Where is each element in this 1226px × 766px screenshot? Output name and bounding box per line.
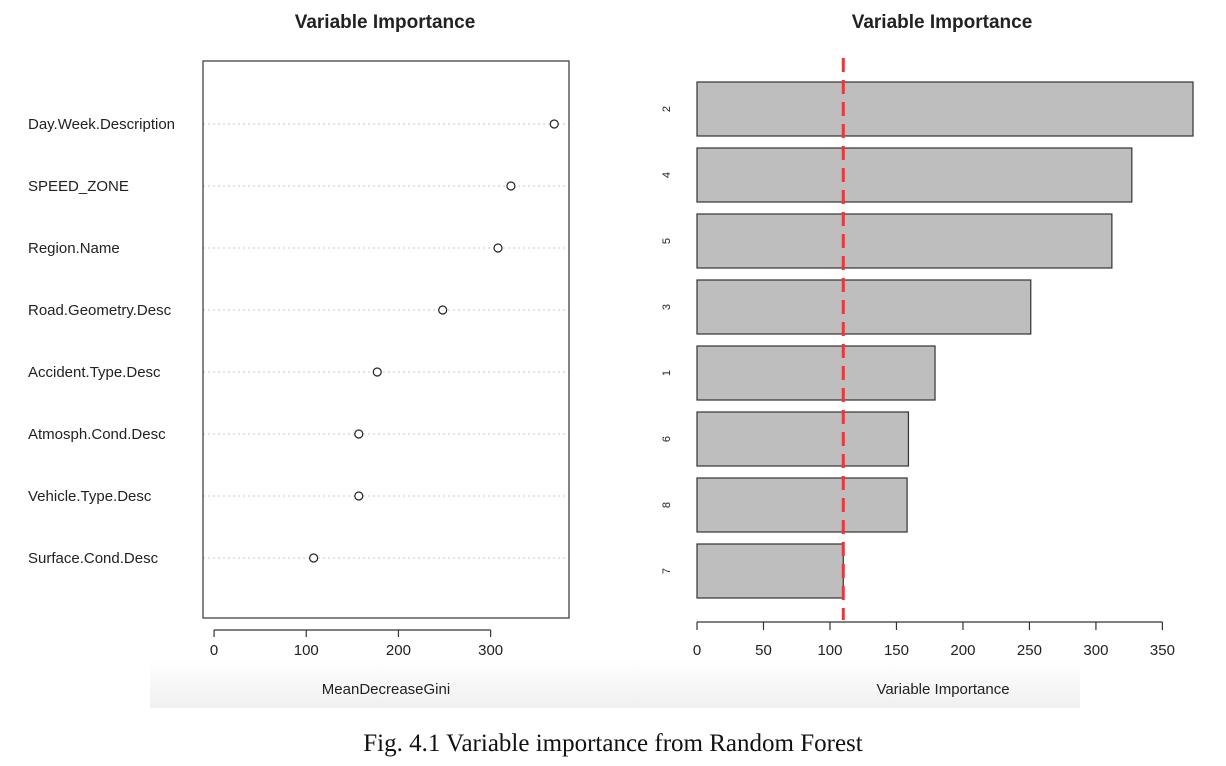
dotchart-point xyxy=(506,181,516,191)
dotchart-category-label: Surface.Cond.Desc xyxy=(28,550,159,567)
figure: Variable Importance Day.Week.Description… xyxy=(28,12,1194,708)
barchart-tick-label: 250 xyxy=(1017,642,1042,659)
dotchart-point xyxy=(354,429,364,439)
barchart-category-label: 6 xyxy=(661,436,673,442)
barchart-bar xyxy=(696,147,1133,203)
figure-caption: Fig. 4.1 Variable importance from Random… xyxy=(363,730,863,757)
barchart-tick-label: 300 xyxy=(1083,642,1108,659)
dotchart-category-label: Region.Name xyxy=(28,240,120,257)
barchart-category-labels: 2 4 5 3 1 6 8 7 xyxy=(661,106,673,574)
barchart-bar xyxy=(696,279,1032,335)
dotchart-category-label: Day.Week.Description xyxy=(28,116,175,133)
barchart-panel: Variable Importance 2 4 5 3 1 6 8 7 0 50 100 150 20… xyxy=(661,12,1194,698)
dotchart-x-axis-label: MeanDecreaseGini xyxy=(322,681,450,698)
dotchart-point xyxy=(493,243,503,253)
barchart-tick-label: 100 xyxy=(817,642,842,659)
barchart-category-label: 8 xyxy=(661,502,673,508)
dotchart-title: Variable Importance xyxy=(295,12,476,33)
barchart-category-label: 2 xyxy=(661,106,673,112)
barchart-bar xyxy=(696,345,936,401)
barchart-tick-label: 350 xyxy=(1150,642,1175,659)
dotchart-category-label: Vehicle.Type.Desc xyxy=(28,488,152,505)
dotchart-tick-label: 300 xyxy=(478,642,503,659)
dotchart-panel: Variable Importance Day.Week.Description… xyxy=(28,12,570,698)
dotchart-point xyxy=(354,491,364,501)
dotchart-category-label: Road.Geometry.Desc xyxy=(28,302,172,319)
dotchart-point xyxy=(309,553,319,563)
barchart-category-label: 3 xyxy=(661,304,673,310)
barchart-x-axis: 0 50 100 150 200 250 300 350 xyxy=(693,621,1175,659)
dotchart-x-axis: 0 100 200 300 xyxy=(210,629,503,659)
barchart-tick-label: 50 xyxy=(755,642,772,659)
dotchart-point xyxy=(438,305,448,315)
dotchart-plot-frame xyxy=(202,60,570,619)
barchart-title: Variable Importance xyxy=(852,12,1033,33)
barchart-bar xyxy=(696,81,1194,137)
dotchart-category-labels: Day.Week.Description SPEED_ZONE Region.Nam… xyxy=(28,116,175,567)
barchart-category-label: 5 xyxy=(661,238,673,244)
barchart-category-label: 7 xyxy=(661,568,673,574)
barchart-tick-label: 200 xyxy=(950,642,975,659)
barchart-tick-label: 0 xyxy=(693,642,701,659)
dotchart-point xyxy=(549,119,559,129)
barchart-category-label: 1 xyxy=(661,370,673,376)
barchart-tick-label: 150 xyxy=(884,642,909,659)
barchart-category-label: 4 xyxy=(661,172,673,178)
barchart-bar xyxy=(696,411,910,467)
dotchart-points xyxy=(309,119,559,563)
dotchart-category-label: SPEED_ZONE xyxy=(28,178,129,195)
dotchart-tick-label: 200 xyxy=(386,642,411,659)
barchart-bar xyxy=(696,213,1113,269)
barchart-bars xyxy=(696,81,1194,599)
barchart-bar xyxy=(696,543,844,599)
barchart-x-axis-label: Variable Importance xyxy=(876,681,1009,698)
barchart-bar xyxy=(696,477,908,533)
bottom-shadow-band xyxy=(150,660,1080,708)
dotchart-category-label: Accident.Type.Desc xyxy=(28,364,161,381)
dotchart-tick-label: 0 xyxy=(210,642,218,659)
dotchart-category-label: Atmosph.Cond.Desc xyxy=(28,426,166,443)
dotchart-point xyxy=(372,367,382,377)
dotchart-tick-label: 100 xyxy=(294,642,319,659)
